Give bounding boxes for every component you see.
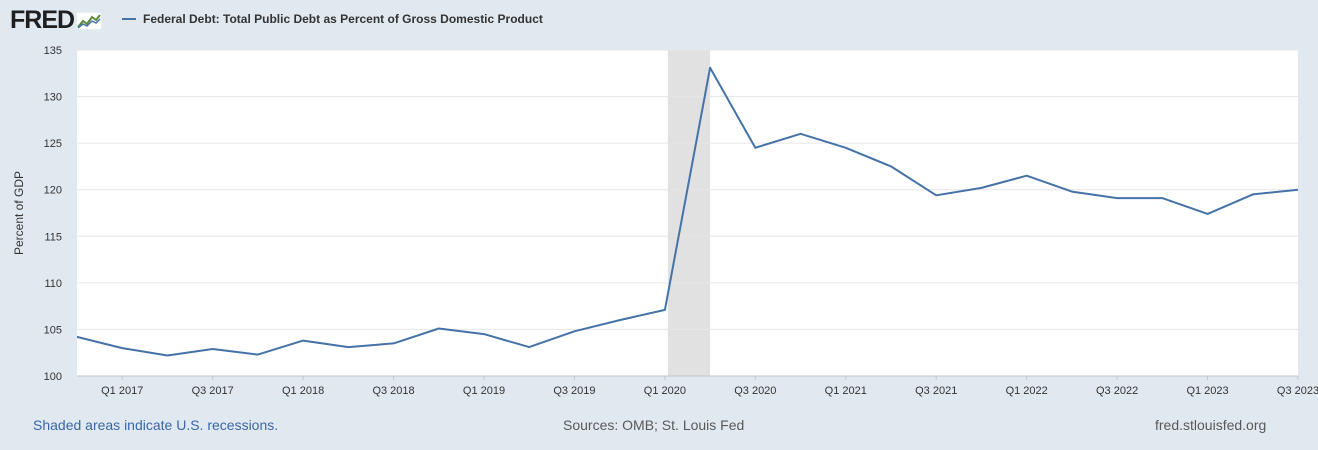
data-point[interactable]	[1025, 174, 1029, 178]
y-tick-label: 110	[44, 278, 62, 290]
chart-header: FRED Federal Debt: Total Public Debt as …	[0, 0, 1318, 40]
x-tick-label: Q1 2017	[101, 385, 143, 397]
data-point[interactable]	[1115, 196, 1119, 200]
y-axis-title: Percent of GDP	[12, 171, 26, 255]
x-tick-label: Q3 2018	[372, 385, 414, 397]
data-point[interactable]	[934, 193, 938, 197]
x-tick-label: Q1 2023	[1186, 385, 1228, 397]
data-point[interactable]	[889, 164, 893, 168]
data-point[interactable]	[799, 132, 803, 136]
data-point[interactable]	[979, 186, 983, 190]
data-point[interactable]	[346, 345, 350, 349]
data-point[interactable]	[1206, 212, 1210, 216]
site-url[interactable]: fred.stlouisfed.org	[1155, 417, 1267, 433]
y-tick-label: 105	[44, 324, 62, 336]
data-point[interactable]	[527, 345, 531, 349]
data-point[interactable]	[1296, 188, 1300, 192]
data-point[interactable]	[572, 329, 576, 333]
legend-label: Federal Debt: Total Public Debt as Perce…	[143, 12, 543, 26]
data-point[interactable]	[211, 347, 215, 351]
chart-footer: Shaded areas indicate U.S. recessions. S…	[0, 415, 1318, 437]
y-tick-label: 115	[44, 231, 62, 243]
y-tick-label: 130	[44, 92, 62, 104]
data-point[interactable]	[301, 339, 305, 343]
data-point[interactable]	[663, 308, 667, 312]
x-tick-label: Q1 2022	[1006, 385, 1048, 397]
data-point[interactable]	[708, 66, 712, 70]
legend[interactable]: Federal Debt: Total Public Debt as Perce…	[122, 12, 543, 26]
logo-graph-icon	[76, 12, 103, 30]
x-tick-label: Q1 2018	[282, 385, 324, 397]
fred-logo[interactable]: FRED	[10, 5, 103, 34]
data-point[interactable]	[618, 318, 622, 322]
data-point[interactable]	[75, 335, 79, 339]
data-point[interactable]	[1070, 190, 1074, 194]
sources-text: Sources: OMB; St. Louis Fed	[563, 417, 745, 433]
line-chart: 100 105 110 115 120 125 130 135 Q1 2017 Q3 2017 Q1…	[12, 45, 1318, 397]
data-point[interactable]	[482, 332, 486, 336]
x-tick-label: Q1 2020	[644, 385, 686, 397]
data-point[interactable]	[165, 354, 169, 358]
axis-layer: 100 105 110 115 120 125 130 135 Q1 2017 Q3 2017 Q1…	[44, 45, 1318, 397]
legend-swatch	[122, 18, 136, 20]
data-point[interactable]	[437, 326, 441, 330]
data-point[interactable]	[120, 346, 124, 350]
x-tick-label: Q3 2017	[192, 385, 234, 397]
y-tick-label: 125	[44, 138, 62, 150]
x-tick-label: Q1 2021	[825, 385, 867, 397]
logo-text: FRED	[10, 5, 75, 34]
x-tick-label: Q3 2021	[915, 385, 957, 397]
recession-note-link[interactable]: Shaded areas indicate U.S. recessions.	[33, 417, 279, 433]
data-point[interactable]	[844, 146, 848, 150]
x-tick-label: Q3 2020	[734, 385, 776, 397]
y-tick-label: 135	[44, 45, 62, 57]
x-tick-label: Q3 2019	[553, 385, 595, 397]
data-point[interactable]	[1251, 192, 1255, 196]
x-tick-label: Q3 2022	[1096, 385, 1138, 397]
data-point[interactable]	[256, 353, 260, 357]
series-layer	[75, 66, 1300, 358]
data-point[interactable]	[1160, 196, 1164, 200]
data-point[interactable]	[392, 341, 396, 345]
series-line[interactable]	[76, 66, 1299, 357]
x-tick-label: Q1 2019	[463, 385, 505, 397]
y-tick-label: 120	[44, 185, 62, 197]
y-tick-label: 100	[44, 371, 62, 383]
x-tick-label: Q3 2023	[1277, 385, 1318, 397]
data-point[interactable]	[753, 146, 757, 150]
